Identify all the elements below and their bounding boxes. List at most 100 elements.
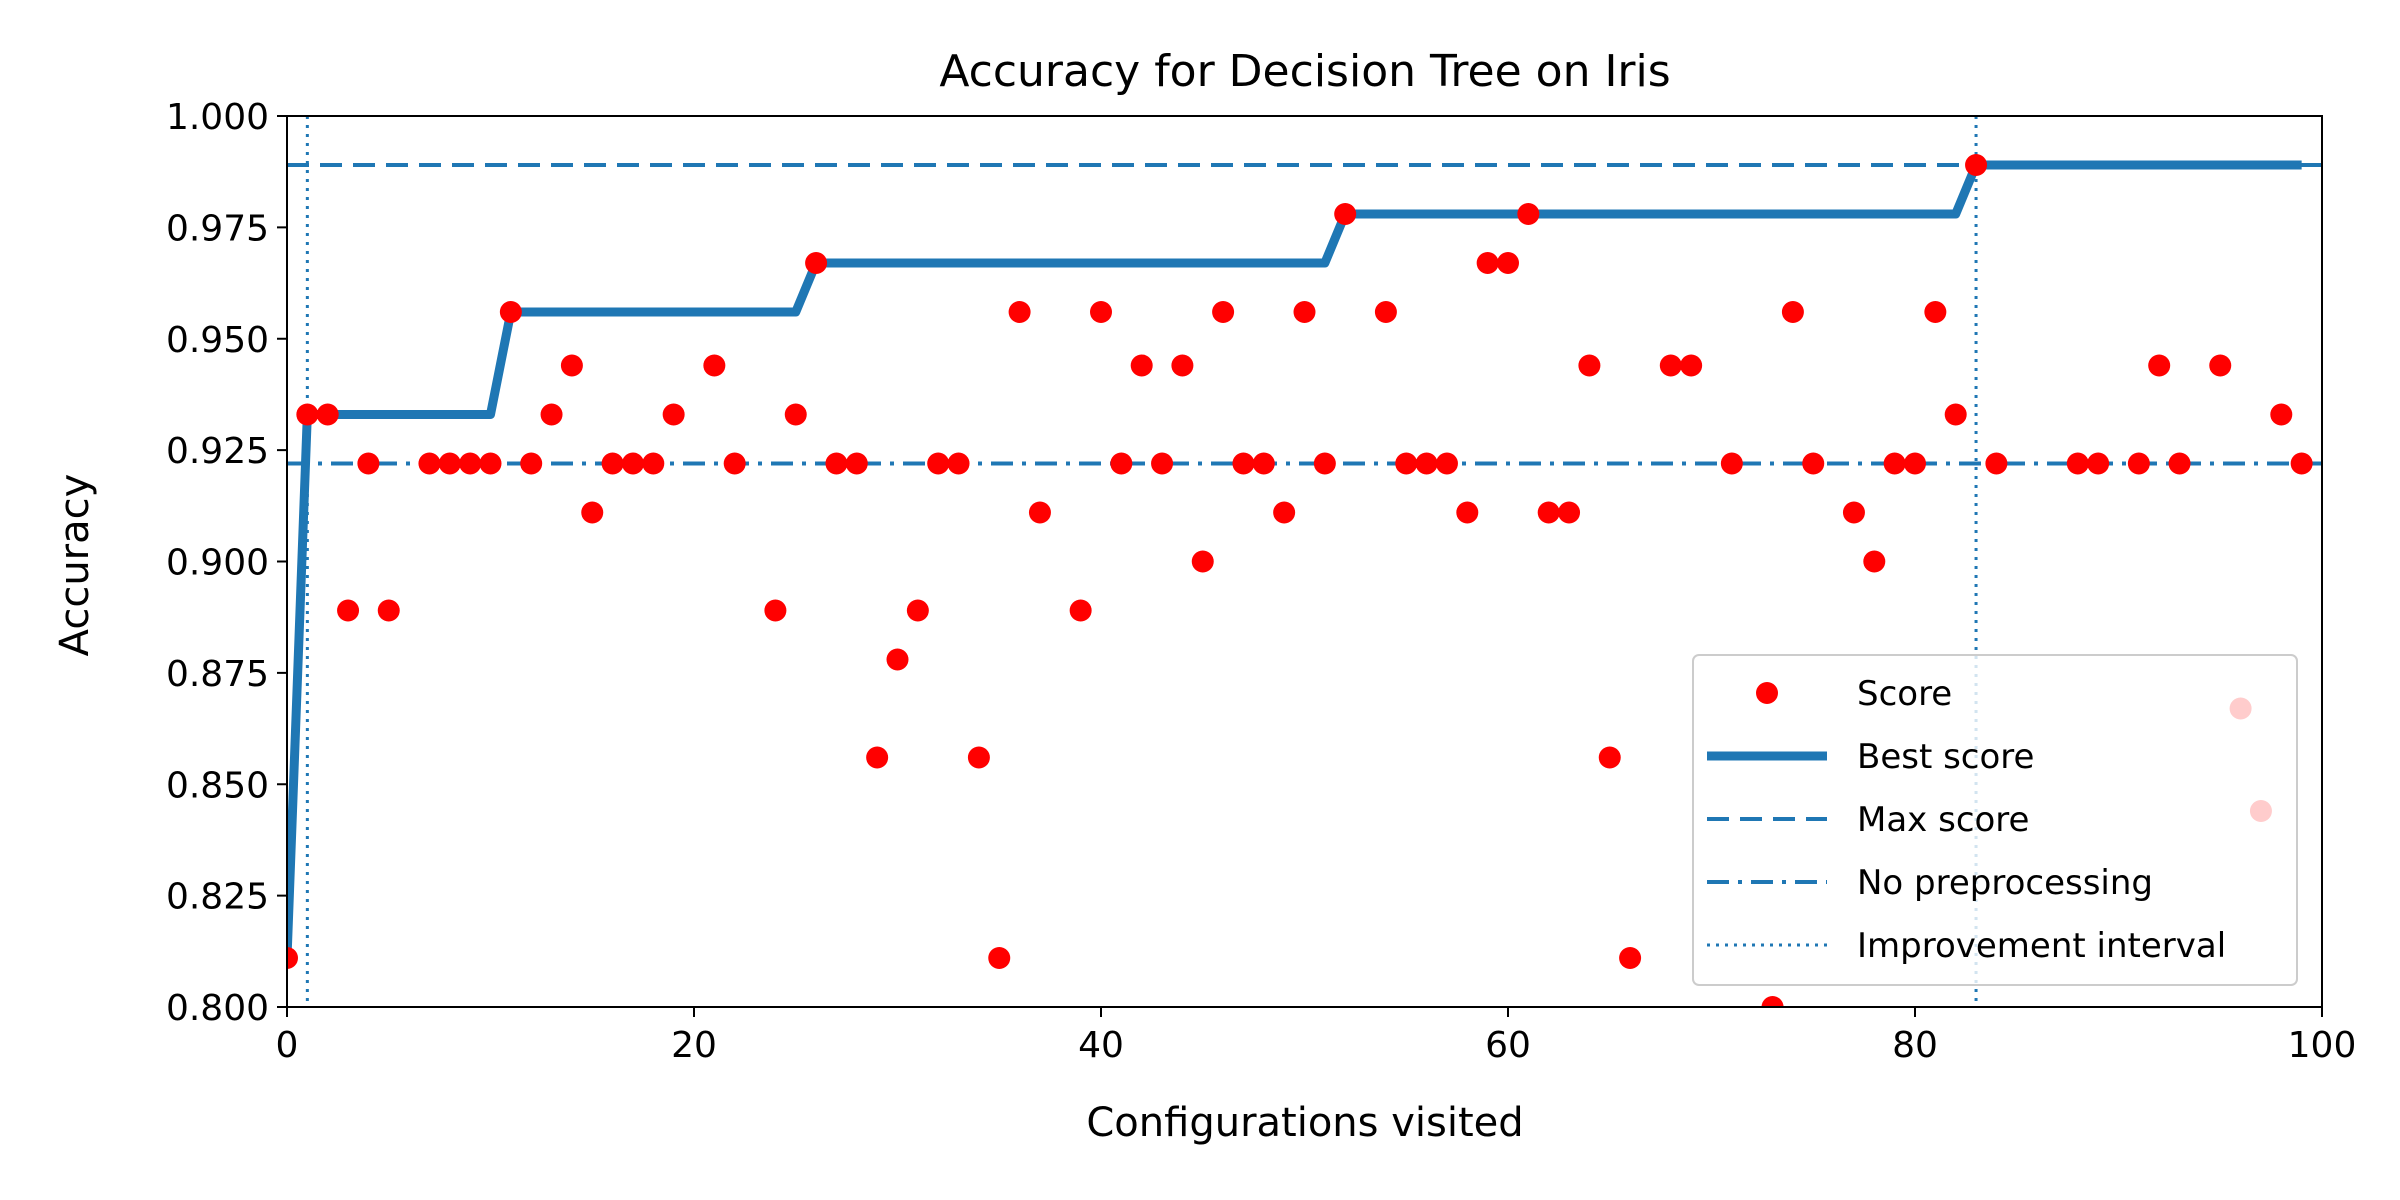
score-point <box>1476 252 1499 275</box>
score-point <box>540 403 563 426</box>
y-tick-label: 0.925 <box>166 431 269 472</box>
score-point <box>1863 550 1886 573</box>
score-point <box>520 452 543 475</box>
score-point <box>357 452 380 475</box>
score-point <box>642 452 665 475</box>
score-point <box>764 599 787 622</box>
score-point <box>560 354 583 377</box>
legend-entry-label: Best score <box>1857 737 2034 777</box>
score-point <box>1517 203 1540 226</box>
x-tick-label: 0 <box>276 1025 299 1066</box>
x-axis-label: Configurations visited <box>1086 1100 1523 1146</box>
legend-entry-label: Max score <box>1857 800 2029 840</box>
score-point <box>479 452 502 475</box>
score-point <box>377 599 400 622</box>
score-point <box>1659 354 1682 377</box>
y-tick-label: 0.900 <box>166 543 269 584</box>
x-tick-label: 60 <box>1485 1025 1531 1066</box>
score-point <box>1497 252 1519 275</box>
score-point <box>1191 550 1214 573</box>
score-point <box>784 403 807 426</box>
score-point <box>499 301 522 324</box>
score-point <box>1252 452 1275 475</box>
score-point <box>1334 203 1357 226</box>
score-point <box>2209 354 2232 377</box>
legend: Score Best score Max score No preprocessing… <box>1692 654 2298 986</box>
score-point <box>1985 452 2008 475</box>
score-point <box>866 746 889 769</box>
x-tick-label: 100 <box>2288 1025 2357 1066</box>
score-point <box>927 452 950 475</box>
y-tick-label: 1.000 <box>166 97 269 138</box>
y-tick-label: 0.875 <box>166 654 269 695</box>
score-point <box>1435 452 1458 475</box>
score-point <box>1069 599 1092 622</box>
score-point <box>1558 501 1581 524</box>
chart-title: Accuracy for Decision Tree on Iris <box>939 46 1670 97</box>
score-point <box>1090 301 1112 324</box>
score-point <box>581 501 604 524</box>
score-point <box>1415 452 1438 475</box>
score-point <box>601 452 624 475</box>
score-point <box>1232 452 1255 475</box>
score-point <box>886 648 909 671</box>
score-point <box>287 946 298 969</box>
score-point <box>1578 354 1601 377</box>
y-tick-label: 0.850 <box>166 765 269 806</box>
score-point <box>703 354 726 377</box>
score-point <box>1151 452 1174 475</box>
y-tick-label: 0.975 <box>166 208 269 249</box>
score-point <box>418 452 441 475</box>
score-point <box>2066 452 2089 475</box>
x-tick-label: 80 <box>1892 1025 1938 1066</box>
score-point <box>947 452 970 475</box>
score-point <box>316 403 339 426</box>
score-point <box>1598 746 1621 769</box>
score-point <box>845 452 868 475</box>
legend-score-marker <box>1756 682 1778 704</box>
score-point <box>2148 354 2171 377</box>
score-point <box>296 403 319 426</box>
score-point <box>1395 452 1418 475</box>
score-point <box>1680 354 1703 377</box>
score-point <box>1293 301 1316 324</box>
score-point <box>1965 154 1988 177</box>
score-point <box>2270 403 2293 426</box>
score-point <box>2127 452 2150 475</box>
legend-entry-label: Improvement interval <box>1857 926 2226 966</box>
score-point <box>1802 452 1825 475</box>
score-point <box>1171 354 1194 377</box>
score-point <box>1374 301 1397 324</box>
score-point <box>1110 452 1133 475</box>
legend-box <box>1692 654 2298 986</box>
score-point <box>1842 501 1865 524</box>
score-point <box>1028 501 1051 524</box>
score-point <box>1130 354 1153 377</box>
score-point <box>2087 452 2110 475</box>
score-point <box>1008 301 1031 324</box>
score-point <box>1313 452 1336 475</box>
score-point <box>1904 452 1926 475</box>
score-point <box>1761 996 1784 1007</box>
score-point <box>1944 403 1967 426</box>
score-point <box>1781 301 1804 324</box>
legend-entry-label: Score <box>1857 674 1952 714</box>
score-point <box>1619 946 1642 969</box>
score-point <box>723 452 746 475</box>
score-point <box>1456 501 1479 524</box>
score-point <box>438 452 461 475</box>
score-point <box>621 452 644 475</box>
y-axis-label: Accuracy <box>52 474 98 657</box>
score-point <box>906 599 929 622</box>
score-point <box>1212 301 1235 324</box>
score-point <box>805 252 828 275</box>
score-point <box>1537 501 1560 524</box>
legend-entry-label: No preprocessing <box>1857 863 2153 903</box>
x-tick-label: 40 <box>1078 1025 1124 1066</box>
score-point <box>662 403 685 426</box>
y-tick-label: 0.950 <box>166 320 269 361</box>
score-point <box>337 599 360 622</box>
score-point <box>967 746 990 769</box>
score-point <box>988 946 1011 969</box>
